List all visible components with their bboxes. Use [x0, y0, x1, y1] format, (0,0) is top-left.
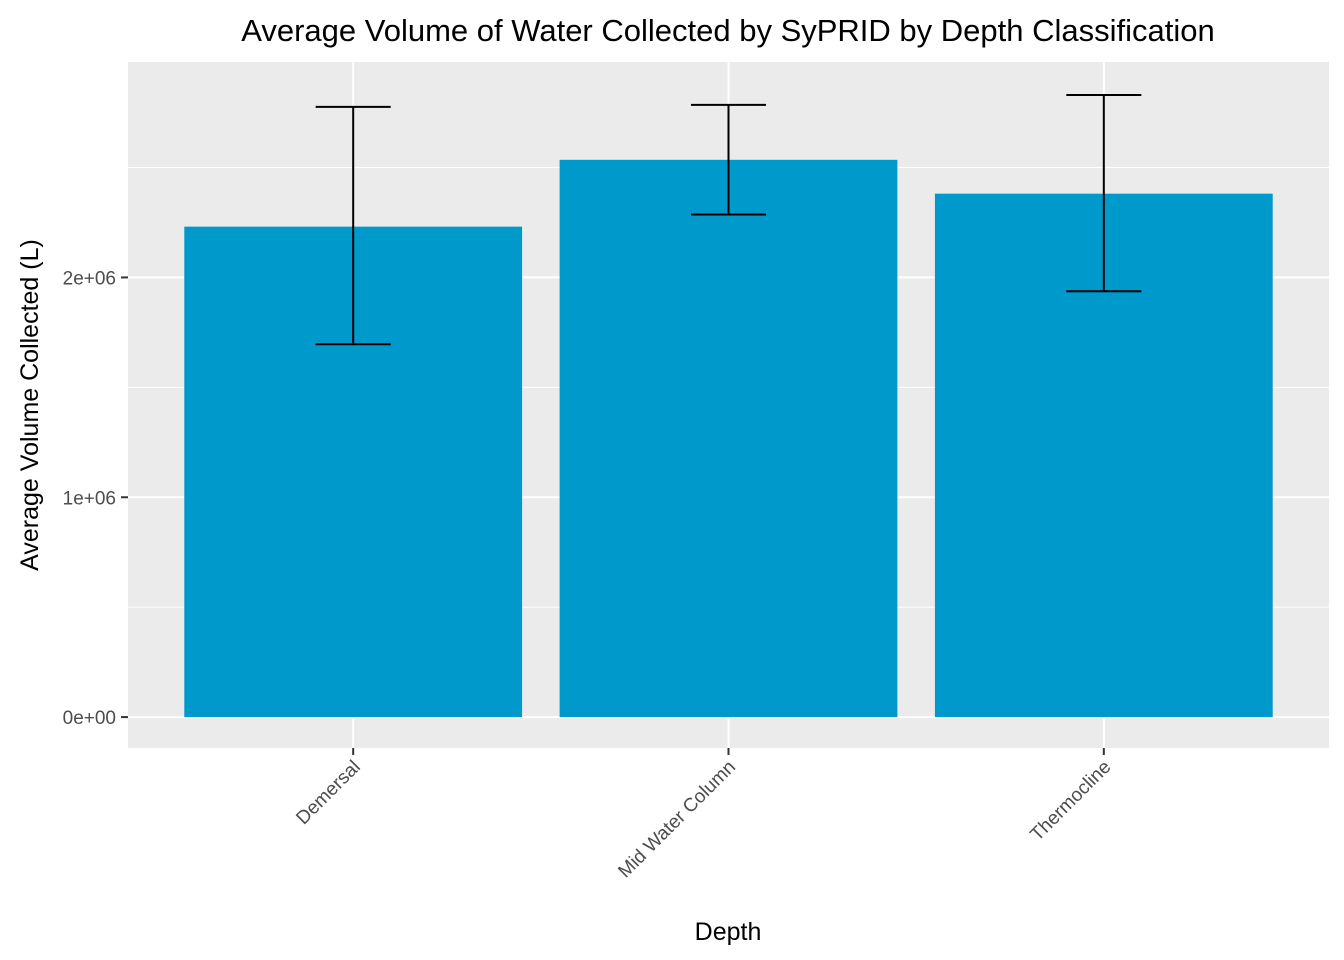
x-tick-label: Thermocline [1027, 757, 1116, 846]
error-bar [1066, 93, 1142, 293]
x-axis: Demersal Mid Water Column Thermocline [292, 748, 1115, 882]
error-bar [690, 103, 767, 216]
error-bars [315, 93, 1142, 346]
chart-title: Average Volume of Water Collected by SyP… [241, 13, 1215, 48]
error-bar [315, 105, 391, 346]
x-tick-label: Mid Water Column [614, 757, 740, 883]
y-tick-label: 2e+06 [63, 268, 116, 289]
bar-mid-water-column [559, 159, 898, 718]
y-axis-title: Average Volume Collected (L) [16, 239, 44, 571]
y-tick-label: 1e+06 [63, 488, 116, 509]
y-axis: 0e+00 1e+06 2e+06 [63, 268, 128, 729]
bars [184, 159, 1273, 718]
x-axis-title: Depth [695, 918, 762, 946]
y-tick-label: 0e+00 [63, 708, 116, 729]
x-tick-label: Demersal [292, 757, 364, 829]
